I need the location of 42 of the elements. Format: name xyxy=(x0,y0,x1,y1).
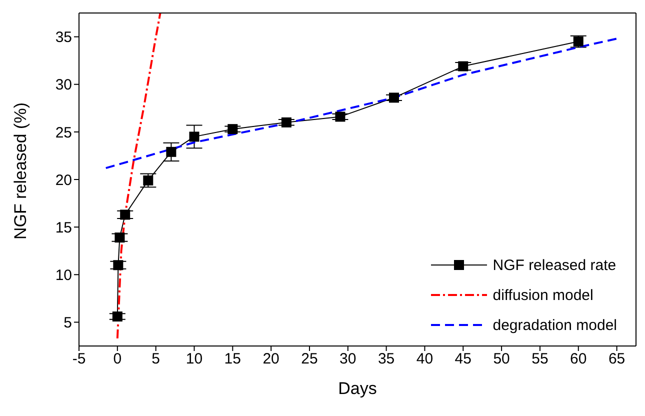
y-tick-label: 20 xyxy=(55,172,72,189)
x-tick-label: 50 xyxy=(493,350,510,368)
x-tick-label: 15 xyxy=(224,350,241,368)
point xyxy=(388,92,399,103)
point xyxy=(335,112,346,122)
legend-label: degradation model xyxy=(492,316,617,334)
point xyxy=(143,175,154,186)
x-tick-label: -5 xyxy=(72,350,86,368)
x-tick-label: 5 xyxy=(152,350,160,368)
x-tick-label: 10 xyxy=(186,350,203,368)
line-series xyxy=(116,13,162,340)
point xyxy=(281,117,292,128)
point xyxy=(113,260,124,270)
line-series xyxy=(104,38,618,170)
point xyxy=(112,312,122,322)
point xyxy=(189,132,200,142)
x-tick-label: 55 xyxy=(532,350,548,368)
x-tick-label: 65 xyxy=(608,350,626,368)
x-tick-label: 60 xyxy=(570,350,587,368)
x-tick-label: 30 xyxy=(340,350,356,368)
point xyxy=(114,232,125,243)
x-tick-label: 20 xyxy=(262,350,280,368)
legend-label: diffusion model xyxy=(492,286,594,304)
y-tick-label: 35 xyxy=(55,29,72,46)
legend-label: NGF released rate xyxy=(492,256,616,274)
x-axis-title: Days xyxy=(338,379,377,398)
point xyxy=(120,210,130,220)
y-tick-label: 30 xyxy=(55,76,72,94)
x-tick-label: 45 xyxy=(454,350,472,368)
y-tick-label: 5 xyxy=(64,314,72,332)
y-tick-label: 10 xyxy=(55,266,72,284)
point xyxy=(228,124,238,134)
x-tick-label: 25 xyxy=(301,350,318,368)
y-tick-label: 15 xyxy=(55,219,72,236)
point xyxy=(573,36,584,47)
x-tick-label: 0 xyxy=(113,350,122,368)
point xyxy=(166,146,176,157)
x-tick-label: 40 xyxy=(416,350,434,368)
x-tick-label: 35 xyxy=(378,350,395,368)
y-axis-title: NGF released (%) xyxy=(11,102,30,240)
point xyxy=(458,61,468,72)
y-tick-label: 25 xyxy=(55,124,72,142)
